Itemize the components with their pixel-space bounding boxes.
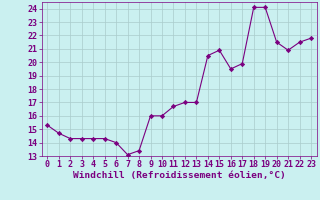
X-axis label: Windchill (Refroidissement éolien,°C): Windchill (Refroidissement éolien,°C) — [73, 171, 285, 180]
